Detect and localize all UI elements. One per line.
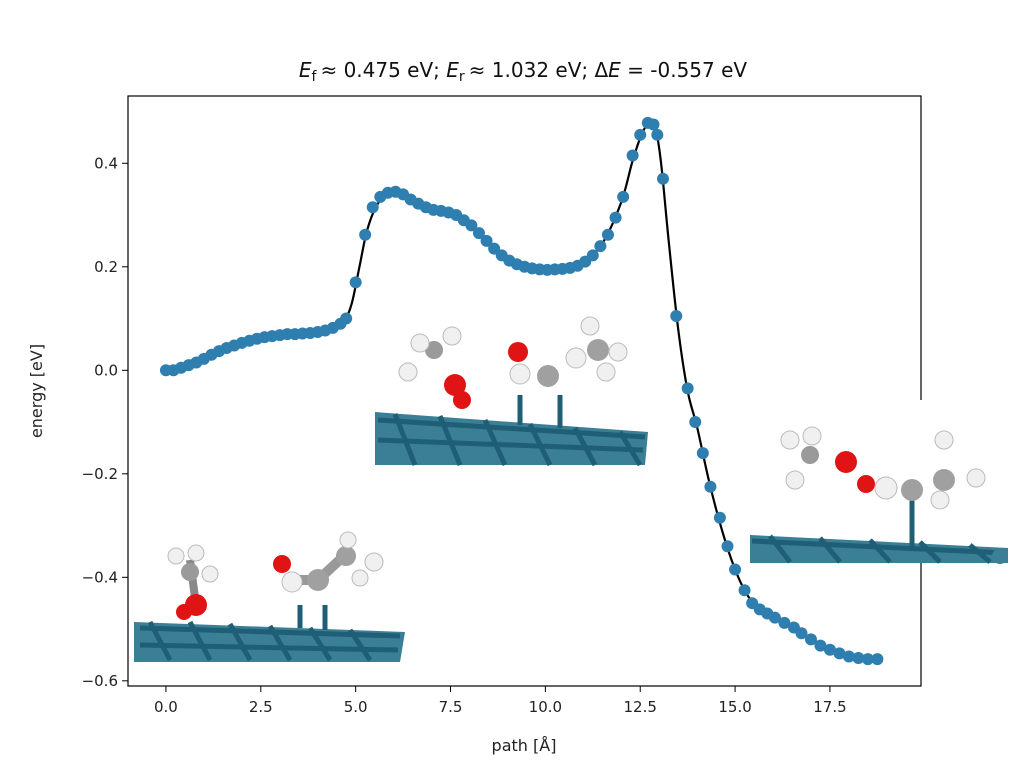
data-point [852,652,865,665]
x-tick-label: 15.0 [718,698,751,716]
structure-inset-transition [374,316,650,467]
data-point [823,643,836,656]
x-tick-label: 12.5 [624,698,657,716]
data-point [814,639,827,652]
structure-inset-final [750,400,1012,564]
data-point [689,416,702,429]
data-point [738,584,751,597]
data-point [768,611,781,624]
data-point [647,118,660,131]
chart-title: Ef ≈ 0.475 eV; Er ≈ 1.032 eV; ΔE = -0.557 … [299,58,748,85]
y-tick-label: −0.6 [82,672,118,690]
data-point [601,228,614,241]
data-point [842,650,855,663]
y-axis-label: energy [eV] [27,344,46,438]
data-point [651,128,664,141]
data-point [861,653,874,666]
data-point [594,240,607,253]
data-point [634,128,647,141]
data-point [656,172,669,185]
data-point [465,219,478,232]
data-point [795,627,808,640]
structure-inset-initial [134,531,406,664]
axis-ticks: 0.0 2.5 5.0 7.5 10.0 12.5 15.0 17.5 0.4 0.2 0.0 −0.… [82,154,847,716]
data-point [340,312,353,325]
data-point [480,234,493,247]
data-point [609,211,622,224]
data-point [366,201,379,214]
title-subscript-f: f [312,69,318,85]
y-tick-label: 0.2 [94,258,118,276]
data-point [713,511,726,524]
data-point [721,540,734,553]
x-tick-label: 5.0 [344,698,368,716]
y-tick-label: −0.2 [82,465,118,483]
data-point [729,563,742,576]
data-point [349,276,362,289]
data-point [804,633,817,646]
x-tick-label: 10.0 [529,698,562,716]
x-axis-label: path [Å] [492,736,557,755]
data-point [359,228,372,241]
title-forward-barrier: ≈ 0.475 eV; [320,58,446,82]
data-points-group [159,116,884,666]
data-point [586,249,599,262]
title-symbol-ef: E [299,58,312,82]
data-point [833,647,846,660]
y-tick-label: 0.4 [94,154,118,172]
data-point [617,190,630,203]
title-subscript-r: r [459,69,465,85]
y-tick-label: 0.0 [94,361,118,379]
title-delta-e: = -0.557 eV [621,58,748,82]
title-symbol-de: E [608,58,621,82]
data-point [681,382,694,395]
x-tick-label: 2.5 [249,698,273,716]
data-point [626,149,639,162]
x-tick-label: 0.0 [154,698,178,716]
data-point [871,653,884,666]
x-tick-label: 17.5 [813,698,846,716]
y-tick-label: −0.4 [82,568,118,586]
data-point [670,309,683,322]
title-reverse-barrier: ≈ 1.032 eV; Δ [469,58,609,82]
data-point [696,447,709,460]
title-symbol-er: E [446,58,459,82]
data-point [778,616,791,629]
x-tick-label: 7.5 [439,698,463,716]
data-point [704,480,717,493]
data-point [472,227,485,240]
